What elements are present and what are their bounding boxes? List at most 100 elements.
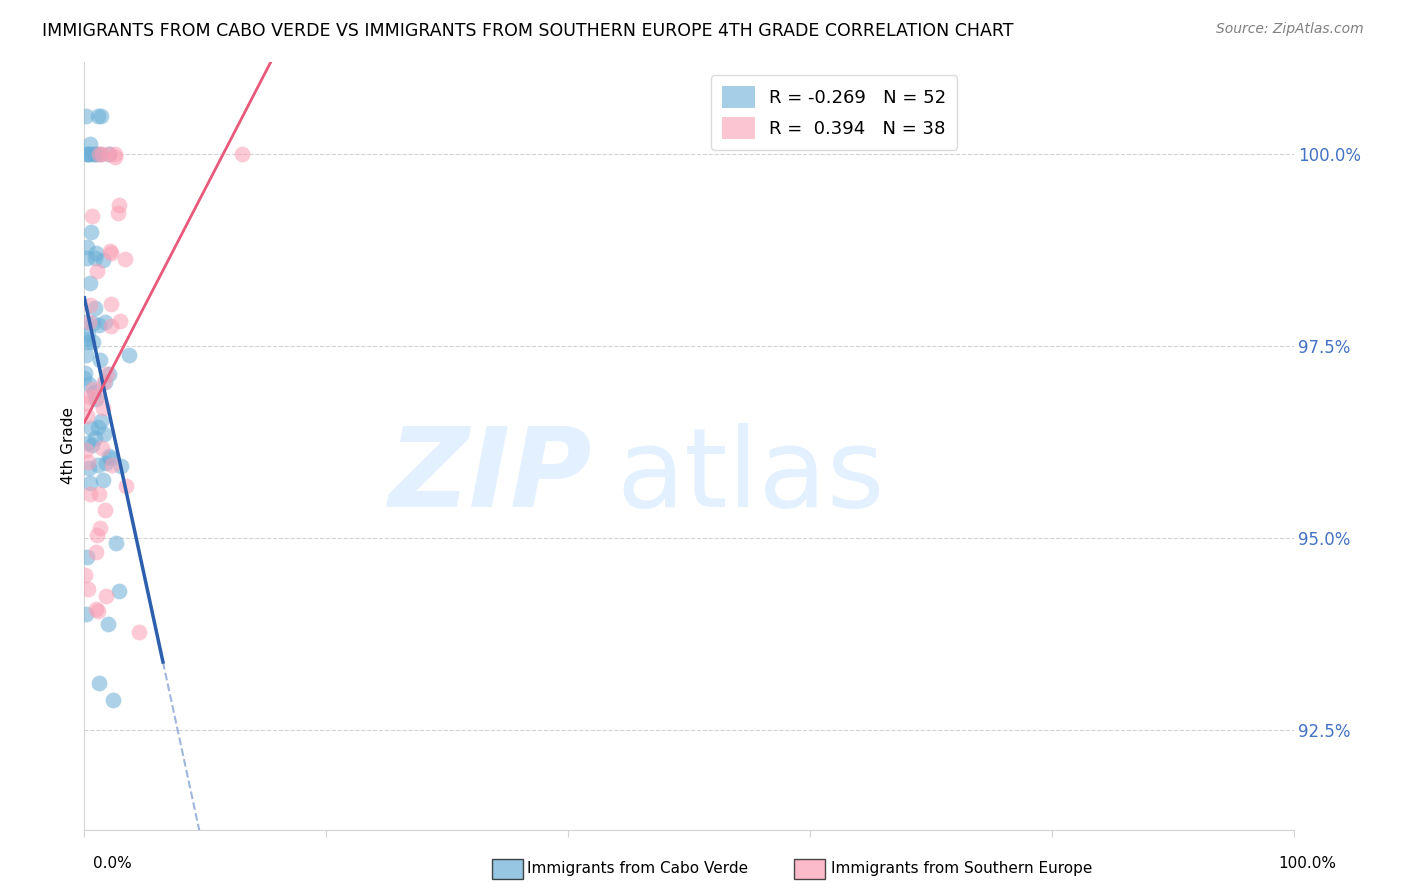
Point xyxy=(73,315,96,329)
Point xyxy=(97,147,120,161)
Text: IMMIGRANTS FROM CABO VERDE VS IMMIGRANTS FROM SOUTHERN EUROPE 4TH GRADE CORRELAT: IMMIGRANTS FROM CABO VERDE VS IMMIGRANTS… xyxy=(42,22,1014,40)
Point xyxy=(93,376,115,390)
Point xyxy=(73,568,96,582)
Point xyxy=(91,147,114,161)
Point xyxy=(75,347,97,361)
Point xyxy=(83,384,105,399)
Point xyxy=(76,335,98,350)
Point xyxy=(104,147,127,161)
Point xyxy=(76,435,98,450)
Point xyxy=(83,431,105,445)
Point xyxy=(79,298,101,312)
Point xyxy=(73,395,96,409)
Point xyxy=(89,521,111,535)
Legend: R = -0.269   N = 52, R =  0.394   N = 38: R = -0.269 N = 52, R = 0.394 N = 38 xyxy=(711,75,957,150)
Point xyxy=(98,244,121,258)
Point xyxy=(84,545,107,559)
Point xyxy=(84,392,107,406)
Point xyxy=(87,458,110,472)
Point xyxy=(77,147,100,161)
Point xyxy=(86,264,108,278)
Point xyxy=(97,617,120,632)
Text: 0.0%: 0.0% xyxy=(93,856,132,871)
Point xyxy=(84,245,107,260)
Point xyxy=(80,438,103,452)
Point xyxy=(108,583,131,598)
Point xyxy=(93,426,115,441)
Point xyxy=(76,240,98,254)
Point xyxy=(87,147,110,161)
Point xyxy=(89,353,111,368)
Point xyxy=(75,332,97,346)
Point xyxy=(77,582,100,596)
Point xyxy=(76,147,98,161)
Point xyxy=(96,367,118,381)
Point xyxy=(91,253,114,268)
Point xyxy=(118,348,141,362)
Point xyxy=(90,414,112,428)
Point xyxy=(94,503,117,517)
Point xyxy=(94,315,117,329)
Point xyxy=(79,476,101,491)
Point xyxy=(90,109,112,123)
Point xyxy=(79,225,101,239)
Point xyxy=(94,590,117,604)
Point xyxy=(89,147,111,161)
Point xyxy=(97,147,120,161)
Point xyxy=(91,441,114,455)
Point xyxy=(87,420,110,434)
Point xyxy=(100,319,122,334)
Text: atlas: atlas xyxy=(616,423,884,530)
Point xyxy=(79,390,101,404)
Point xyxy=(86,147,108,161)
Point xyxy=(82,334,104,349)
Point xyxy=(73,371,96,385)
Point xyxy=(100,246,122,260)
Point xyxy=(84,601,107,615)
Point xyxy=(114,479,136,493)
Point xyxy=(77,455,100,469)
Point xyxy=(93,401,115,415)
Point xyxy=(86,109,108,123)
Point xyxy=(87,676,110,690)
Point xyxy=(101,458,124,473)
Point xyxy=(75,607,97,622)
Point xyxy=(83,251,105,265)
Point xyxy=(97,449,120,463)
Point xyxy=(76,409,98,423)
Point xyxy=(108,198,131,212)
Point xyxy=(231,147,253,161)
Point xyxy=(79,461,101,475)
Point xyxy=(100,296,122,310)
Point xyxy=(104,536,127,550)
Point xyxy=(114,252,136,266)
Point xyxy=(98,450,121,465)
Point xyxy=(76,550,98,565)
Point xyxy=(76,147,98,161)
Point xyxy=(82,382,104,396)
Point xyxy=(73,367,96,381)
Point xyxy=(98,367,121,381)
Point xyxy=(79,276,101,290)
Point xyxy=(84,301,107,315)
Point xyxy=(79,315,101,329)
Point xyxy=(91,473,114,487)
Point xyxy=(75,443,97,458)
Text: Source: ZipAtlas.com: Source: ZipAtlas.com xyxy=(1216,22,1364,37)
Point xyxy=(79,487,101,501)
Point xyxy=(79,137,101,152)
Point xyxy=(94,456,117,470)
Point xyxy=(84,147,107,161)
Point xyxy=(79,377,101,392)
Point xyxy=(82,316,104,330)
Point xyxy=(86,389,108,403)
Y-axis label: 4th Grade: 4th Grade xyxy=(60,408,76,484)
Point xyxy=(75,109,97,123)
Text: ZIP: ZIP xyxy=(388,423,592,530)
Point xyxy=(80,421,103,435)
Point xyxy=(80,209,103,223)
Text: Immigrants from Southern Europe: Immigrants from Southern Europe xyxy=(831,862,1092,876)
Point xyxy=(128,624,150,639)
Text: Immigrants from Cabo Verde: Immigrants from Cabo Verde xyxy=(527,862,748,876)
Point xyxy=(108,314,131,328)
